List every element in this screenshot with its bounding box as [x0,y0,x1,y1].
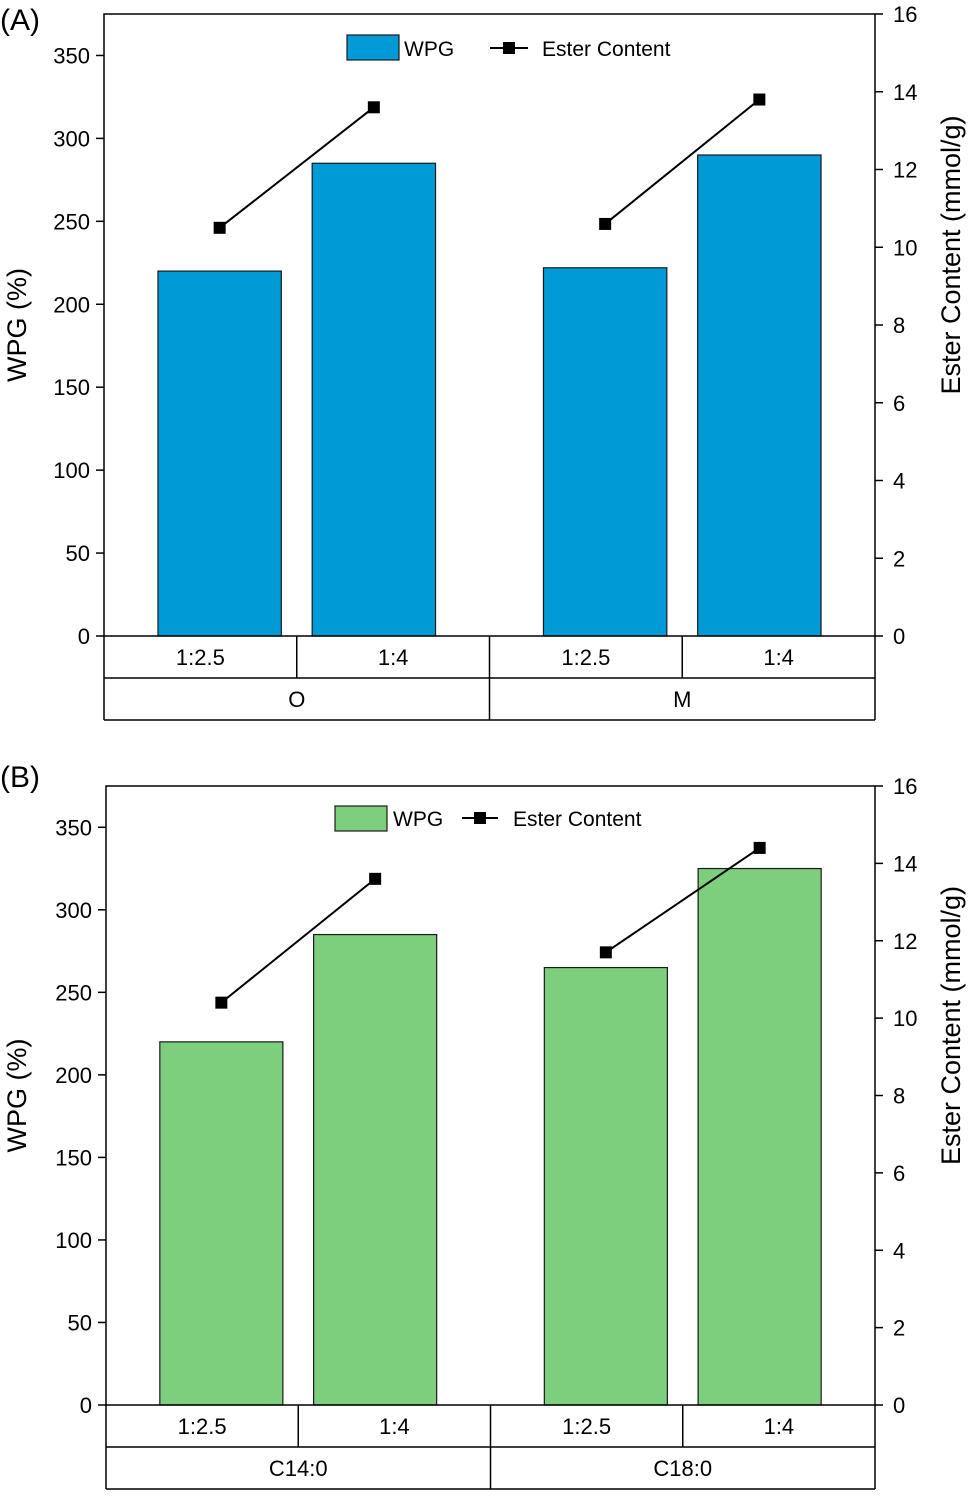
group-label: C14:0 [269,1456,328,1481]
category-label: 1:4 [378,645,409,670]
y-left-tick-label: 0 [80,1393,92,1418]
y-left-tick-label: 200 [53,292,90,317]
y-left-tick-label: 150 [53,375,90,400]
y-right-tick-label: 0 [893,624,905,649]
category-label: 1:4 [379,1414,410,1439]
y-right-axis-title: Ester Content (mmol/g) [936,886,966,1165]
y-left-axis-title: WPG (%) [2,268,32,382]
panel-b: (B) 0 50 100 150 200 250 300 350 0 2 4 6 8 10 12 14 16 WPG… [0,761,966,1490]
category-label: 1:4 [764,1414,795,1439]
y-right-tick-label: 4 [893,469,905,494]
legend-ester-marker [503,42,515,54]
y-right-tick-label: 12 [893,929,917,954]
panel-label: (A) [0,4,40,37]
category-label: 1:2.5 [561,645,610,670]
group-label: O [288,687,305,712]
y-right-tick-label: 6 [893,391,905,416]
legend-wpg-swatch [334,805,388,832]
y-left-tick-label: 350 [55,815,92,840]
wpg-bar [157,270,282,637]
y-left-tick-label: 250 [53,209,90,234]
y-left-tick-label: 300 [55,898,92,923]
y-right-tick-label: 8 [893,1084,905,1109]
panel-a: (A) 0 50 100 150 200 250 300 350 0 2 4 6 8 10 12 14 16 WPG… [0,2,966,721]
y-right-tick-label: 0 [893,1393,905,1418]
ester-line-segment [220,878,376,1004]
ester-point [215,996,228,1009]
wpg-bar [697,154,822,637]
category-label: 1:4 [763,645,794,670]
legend-wpg-swatch [346,34,400,61]
y-right-tick-label: 8 [893,313,905,338]
legend-wpg-label: WPG [404,38,454,61]
y-right-tick-label: 10 [893,1006,917,1031]
legend-ester-label: Ester Content [542,38,671,61]
category-label: 1:2.5 [178,1414,227,1439]
wpg-bar [697,867,822,1406]
ester-point [367,101,380,114]
ester-point [753,841,766,854]
y-left-tick-label: 250 [55,980,92,1005]
wpg-bar [311,162,437,637]
y-left-tick-label: 150 [55,1145,92,1170]
group-label: C18:0 [653,1456,712,1481]
wpg-bar [313,933,438,1406]
y-right-tick-label: 2 [893,546,905,571]
y-left-tick-label: 300 [53,126,90,151]
y-left-tick-label: 100 [55,1228,92,1253]
wpg-bar [543,966,668,1406]
y-left-tick-label: 200 [55,1063,92,1088]
ester-line-segment [219,106,375,229]
legend-ester-label: Ester Content [513,808,642,831]
y-right-tick-label: 4 [893,1238,905,1263]
ester-point [599,946,612,959]
y-right-tick-label: 14 [893,80,917,105]
y-right-tick-label: 2 [893,1316,905,1341]
y-right-tick-label: 6 [893,1161,905,1186]
y-right-tick-label: 12 [893,158,917,183]
wpg-bar [542,267,668,637]
panel-label: (B) [0,761,40,794]
y-left-axis-title: WPG (%) [2,1039,32,1153]
ester-point [369,872,382,885]
ester-point [599,217,612,230]
y-right-tick-label: 16 [893,2,917,27]
group-label: M [673,687,691,712]
y-right-tick-label: 10 [893,235,917,260]
y-right-tick-label: 14 [893,851,917,876]
y-right-axis-title: Ester Content (mmol/g) [936,115,966,394]
category-label: 1:2.5 [176,645,225,670]
wpg-bar [159,1041,284,1406]
ester-point [753,93,766,106]
y-left-tick-label: 100 [53,458,90,483]
y-left-tick-label: 0 [78,624,90,649]
y-right-tick-label: 16 [893,774,917,799]
ester-point [213,221,226,234]
ester-line-segment [605,847,761,954]
legend-wpg-label: WPG [393,808,443,831]
y-left-tick-label: 50 [68,1310,92,1335]
legend-ester-marker [474,812,486,824]
category-label: 1:2.5 [562,1414,611,1439]
y-left-tick-label: 350 [53,43,90,68]
y-left-tick-label: 50 [66,541,90,566]
ester-line-segment [604,98,760,225]
